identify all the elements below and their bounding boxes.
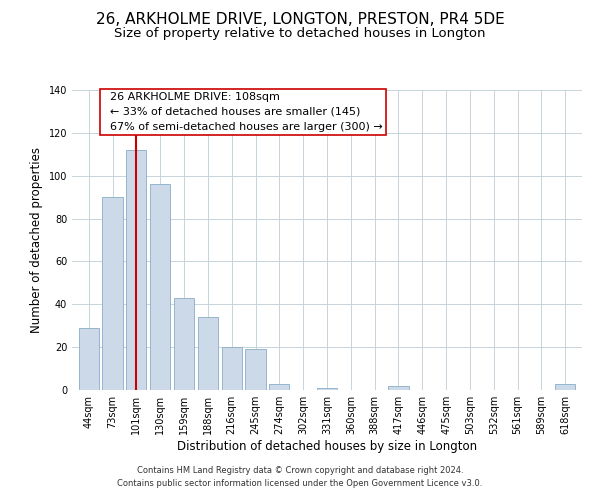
- Text: Size of property relative to detached houses in Longton: Size of property relative to detached ho…: [114, 28, 486, 40]
- Bar: [388, 386, 409, 390]
- Bar: [79, 328, 99, 390]
- Bar: [103, 197, 122, 390]
- Bar: [555, 384, 575, 390]
- Bar: [221, 347, 242, 390]
- X-axis label: Distribution of detached houses by size in Longton: Distribution of detached houses by size …: [177, 440, 477, 453]
- Bar: [198, 317, 218, 390]
- Bar: [245, 350, 266, 390]
- Bar: [174, 298, 194, 390]
- Bar: [126, 150, 146, 390]
- Bar: [150, 184, 170, 390]
- Y-axis label: Number of detached properties: Number of detached properties: [30, 147, 43, 333]
- Text: Contains HM Land Registry data © Crown copyright and database right 2024.
Contai: Contains HM Land Registry data © Crown c…: [118, 466, 482, 487]
- Text: 26, ARKHOLME DRIVE, LONGTON, PRESTON, PR4 5DE: 26, ARKHOLME DRIVE, LONGTON, PRESTON, PR…: [95, 12, 505, 28]
- Bar: [317, 388, 337, 390]
- Bar: [269, 384, 289, 390]
- Text: 26 ARKHOLME DRIVE: 108sqm
  ← 33% of detached houses are smaller (145)
  67% of : 26 ARKHOLME DRIVE: 108sqm ← 33% of detac…: [103, 92, 383, 132]
